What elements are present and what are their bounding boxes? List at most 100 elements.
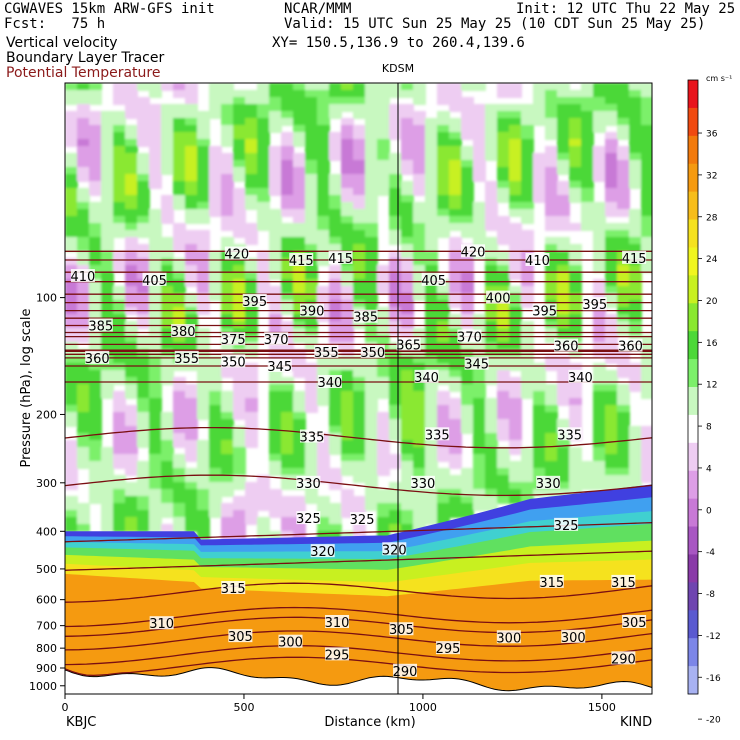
w-cell bbox=[389, 160, 402, 168]
w-cell bbox=[317, 160, 330, 168]
w-cell bbox=[317, 153, 330, 161]
w-cell bbox=[641, 202, 652, 210]
w-cell bbox=[233, 475, 246, 483]
w-cell bbox=[197, 160, 210, 168]
w-cell bbox=[473, 237, 486, 245]
w-cell bbox=[389, 279, 402, 287]
w-cell bbox=[209, 412, 222, 420]
w-cell bbox=[185, 293, 198, 301]
w-cell bbox=[545, 216, 558, 224]
w-cell bbox=[185, 216, 198, 224]
w-cell bbox=[77, 125, 90, 133]
w-cell bbox=[137, 356, 150, 364]
w-cell bbox=[149, 146, 162, 154]
w-cell bbox=[557, 272, 570, 280]
w-cell bbox=[617, 447, 630, 455]
w-cell bbox=[521, 174, 534, 182]
w-cell bbox=[437, 440, 450, 448]
w-cell bbox=[353, 293, 366, 301]
w-cell bbox=[257, 195, 270, 203]
w-cell bbox=[101, 510, 114, 518]
w-cell bbox=[305, 342, 318, 350]
theta-label-bg bbox=[242, 293, 267, 307]
w-cell bbox=[341, 202, 354, 210]
w-cell bbox=[185, 510, 198, 518]
w-cell bbox=[257, 272, 270, 280]
w-cell bbox=[449, 510, 462, 518]
w-cell bbox=[401, 279, 414, 287]
w-cell bbox=[77, 209, 90, 217]
w-cell bbox=[581, 167, 594, 175]
w-cell bbox=[77, 104, 90, 112]
theta-label-bg bbox=[554, 338, 579, 352]
w-cell bbox=[305, 496, 318, 504]
theta-line-330 bbox=[65, 474, 652, 497]
w-cell bbox=[113, 426, 126, 434]
w-cell bbox=[293, 419, 306, 427]
w-cell bbox=[641, 447, 652, 455]
w-cell bbox=[173, 118, 186, 126]
w-cell bbox=[641, 90, 652, 98]
w-cell bbox=[473, 370, 486, 378]
w-cell bbox=[473, 475, 486, 483]
w-cell bbox=[281, 237, 294, 245]
w-cell bbox=[281, 377, 294, 385]
w-cell bbox=[125, 426, 138, 434]
w-cell bbox=[593, 237, 606, 245]
w-cell bbox=[449, 90, 462, 98]
w-cell bbox=[413, 419, 426, 427]
w-cell bbox=[377, 531, 390, 539]
w-cell bbox=[137, 405, 150, 413]
w-cell bbox=[209, 146, 222, 154]
w-cell bbox=[221, 174, 234, 182]
w-cell bbox=[257, 524, 270, 532]
theta-label-bg bbox=[622, 250, 647, 264]
w-cell bbox=[461, 349, 474, 357]
y-tick-label: 1000 bbox=[29, 680, 57, 693]
theta-label-bg bbox=[267, 358, 292, 372]
w-cell bbox=[293, 468, 306, 476]
w-cell bbox=[353, 286, 366, 294]
w-cell bbox=[185, 517, 198, 525]
w-cell bbox=[497, 167, 510, 175]
theta-label: 360 bbox=[554, 340, 579, 355]
w-cell bbox=[149, 153, 162, 161]
w-cell bbox=[509, 461, 522, 469]
w-cell bbox=[137, 174, 150, 182]
w-cell bbox=[461, 496, 474, 504]
w-cell bbox=[89, 118, 102, 126]
w-cell bbox=[113, 370, 126, 378]
w-cell bbox=[401, 132, 414, 140]
w-cell bbox=[509, 300, 522, 308]
w-cell bbox=[197, 447, 210, 455]
w-cell bbox=[377, 454, 390, 462]
w-cell bbox=[413, 279, 426, 287]
w-cell bbox=[641, 258, 652, 266]
w-cell bbox=[317, 237, 330, 245]
w-cell bbox=[341, 489, 354, 497]
w-cell bbox=[533, 440, 546, 448]
w-cell bbox=[401, 517, 414, 525]
w-cell bbox=[413, 181, 426, 189]
theta-label-bg bbox=[299, 429, 324, 443]
w-cell bbox=[437, 160, 450, 168]
w-cell bbox=[113, 391, 126, 399]
w-cell bbox=[161, 118, 174, 126]
w-cell bbox=[569, 244, 582, 252]
w-cell bbox=[557, 447, 570, 455]
w-cell bbox=[533, 174, 546, 182]
w-cell bbox=[269, 412, 282, 420]
w-cell bbox=[293, 293, 306, 301]
w-cell bbox=[113, 97, 126, 105]
w-cell bbox=[245, 139, 258, 147]
w-cell bbox=[629, 167, 642, 175]
w-cell bbox=[617, 475, 630, 483]
theta-label: 305 bbox=[228, 630, 253, 645]
w-cell bbox=[281, 279, 294, 287]
w-cell bbox=[557, 419, 570, 427]
w-cell bbox=[209, 496, 222, 504]
w-cell bbox=[365, 503, 378, 511]
w-cell bbox=[437, 454, 450, 462]
w-cell bbox=[377, 160, 390, 168]
